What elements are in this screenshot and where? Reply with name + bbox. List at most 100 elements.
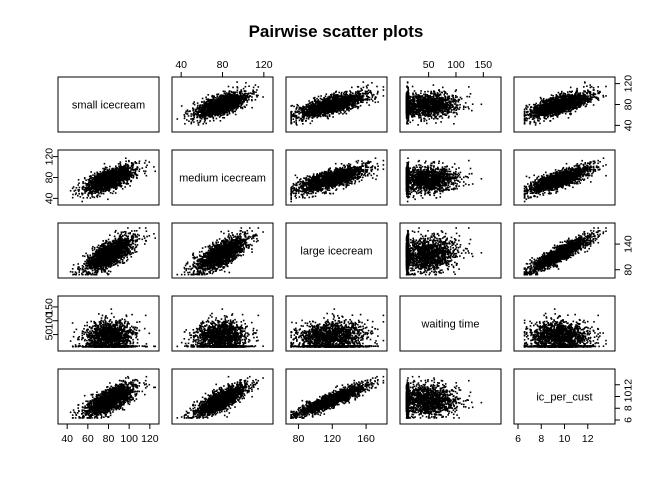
scatter-point (226, 113, 229, 116)
panel-0-2 (285, 76, 388, 133)
scatter-point (317, 99, 320, 101)
scatter-point (193, 113, 196, 116)
scatter-point (309, 122, 312, 125)
scatter-point (232, 91, 235, 93)
scatter-point (292, 118, 295, 120)
scatter-point (256, 89, 258, 91)
scatter-point (350, 105, 353, 107)
scatter-point (332, 95, 335, 97)
scatter-point (202, 108, 205, 111)
scatter-point (203, 102, 205, 104)
scatter-point (335, 96, 337, 99)
scatter-point (251, 98, 253, 101)
scatter-point (345, 100, 347, 103)
scatter-point (334, 103, 337, 105)
scatter-point (332, 116, 334, 118)
scatter-point (299, 112, 302, 114)
scatter-point (357, 92, 360, 94)
scatter-point (221, 96, 224, 98)
scatter-point (303, 110, 305, 113)
scatter-point (362, 101, 364, 104)
scatter-point (183, 115, 186, 118)
points-0-3 (405, 81, 483, 126)
diagonal-label: small icecream (72, 100, 145, 112)
scatter-point (441, 117, 444, 119)
scatter-point (221, 107, 224, 109)
scatter-point (236, 86, 238, 88)
scatter-point (292, 112, 295, 115)
scatter-point (191, 118, 194, 120)
scatter-point (215, 113, 218, 115)
scatter-point (197, 104, 199, 107)
scatter-point (345, 92, 348, 94)
scatter-point (235, 109, 237, 111)
scatter-point (198, 111, 200, 113)
scatter-point (296, 103, 298, 106)
scatter-point (316, 106, 318, 109)
scatter-point (204, 116, 206, 119)
scatter-point (197, 124, 200, 126)
scatter-point (253, 91, 255, 93)
scatter-point (294, 111, 297, 114)
scatter-point (319, 109, 322, 111)
scatter-point (239, 100, 241, 103)
scatter-point (367, 89, 370, 91)
scatter-point (328, 99, 330, 101)
scatter-point (218, 102, 221, 104)
scatter-point (222, 116, 224, 119)
scatter-point (236, 87, 239, 89)
scatter-point (332, 111, 334, 114)
scatter-point (362, 86, 365, 89)
scatter-point (206, 117, 209, 120)
scatter-point (371, 100, 374, 102)
scatter-point (254, 99, 257, 101)
scatter-point (213, 96, 215, 99)
scatter-point (382, 86, 385, 88)
scatter-point (316, 116, 318, 119)
scatter-point (295, 119, 297, 122)
scatter-point (347, 102, 349, 105)
scatter-point (349, 93, 352, 95)
scatter-point (243, 97, 245, 99)
scatter-point (244, 99, 246, 101)
scatter-point (371, 82, 373, 84)
scatter-point (453, 98, 455, 100)
scatter-point (346, 109, 348, 111)
scatter-point (366, 97, 368, 100)
scatter-point (350, 108, 352, 110)
scatter-point (195, 110, 198, 113)
scatter-point (212, 95, 214, 97)
scatter-point (305, 117, 308, 120)
scatter-point (333, 100, 336, 103)
scatter-point (336, 104, 338, 107)
scatter-point (297, 116, 300, 118)
scatter-point (452, 94, 454, 97)
scatter-point (311, 113, 314, 116)
scatter-point (312, 97, 315, 99)
scatter-point (205, 102, 208, 104)
scatter-point (324, 104, 326, 106)
scatter-point (176, 118, 179, 120)
scatter-point (180, 105, 183, 107)
scatter-point (195, 108, 198, 111)
scatter-point (303, 118, 305, 120)
scatter-point (239, 97, 242, 100)
panel-frame (57, 76, 160, 133)
scatter-point (193, 116, 195, 119)
scatter-point (192, 109, 194, 112)
scatter-point (234, 102, 236, 105)
scatter-point (201, 97, 204, 100)
scatter-point (334, 107, 337, 109)
scatter-point (350, 103, 352, 105)
scatter-point (329, 106, 331, 108)
scatter-point (254, 84, 257, 86)
scatter-point (214, 103, 217, 105)
scatter-point (432, 84, 435, 86)
scatter-point (207, 94, 209, 96)
scatter-point (361, 97, 363, 100)
scatter-point (331, 104, 334, 106)
scatter-point (231, 93, 233, 96)
scatter-point (233, 105, 236, 108)
scatter-point (357, 107, 359, 110)
